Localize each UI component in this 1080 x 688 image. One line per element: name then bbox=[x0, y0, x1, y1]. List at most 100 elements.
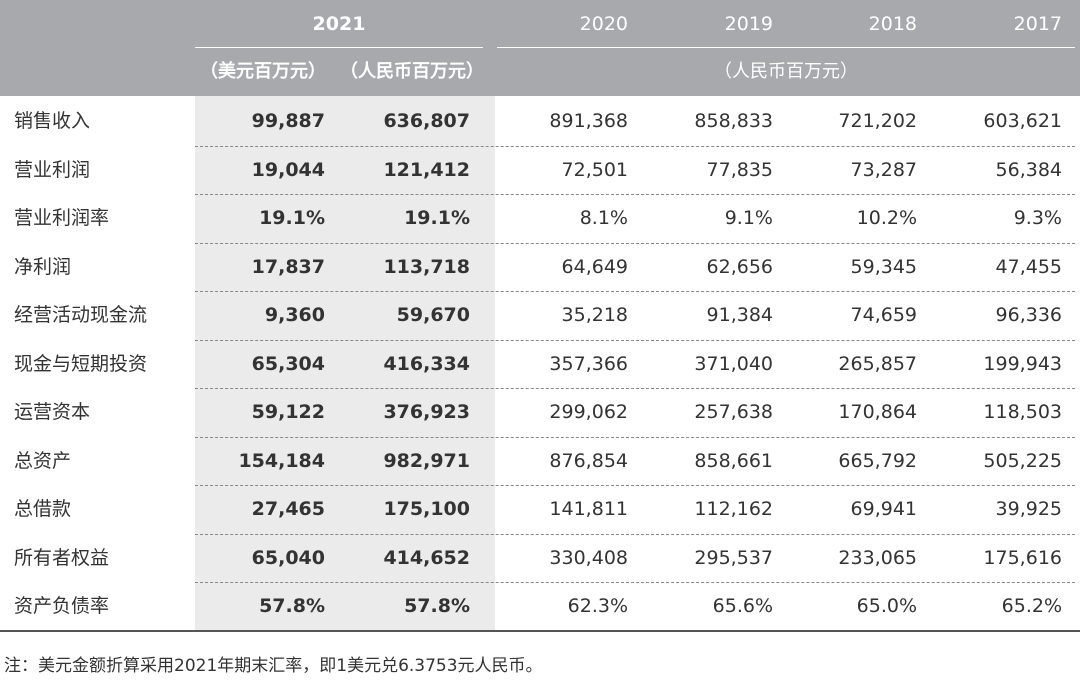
year-header: 2017 bbox=[1013, 13, 1062, 35]
cell: 65,040 bbox=[251, 546, 325, 569]
cell: 113,718 bbox=[383, 255, 470, 278]
row-label: 运营资本 bbox=[14, 401, 91, 424]
highlight-column bbox=[195, 96, 495, 631]
year-header: 2018 bbox=[868, 13, 917, 35]
cell: 77,835 bbox=[706, 158, 773, 181]
row-label: 总资产 bbox=[14, 449, 72, 472]
cell: 891,368 bbox=[549, 110, 628, 133]
cell: 170,864 bbox=[838, 401, 917, 424]
cell: 9.1% bbox=[724, 207, 773, 230]
cell: 112,162 bbox=[694, 498, 773, 521]
cell: 121,412 bbox=[383, 158, 470, 181]
row-divider bbox=[195, 242, 1075, 244]
cell: 19.1% bbox=[404, 207, 470, 230]
cell: 62.3% bbox=[567, 595, 628, 618]
cell: 65.0% bbox=[856, 595, 917, 618]
unit-header: （人民币百万元） bbox=[340, 61, 484, 82]
cell: 257,638 bbox=[694, 401, 773, 424]
row-divider bbox=[195, 533, 1075, 535]
cell: 19.1% bbox=[259, 207, 325, 230]
cell: 175,100 bbox=[383, 498, 470, 521]
cell: 376,923 bbox=[383, 401, 470, 424]
cell: 414,652 bbox=[383, 546, 470, 569]
row-divider bbox=[195, 194, 1075, 195]
row-divider bbox=[195, 485, 1075, 486]
cell: 505,225 bbox=[983, 449, 1062, 472]
cell: 357,366 bbox=[549, 352, 628, 375]
cell: 154,184 bbox=[238, 449, 325, 472]
unit-header: （美元百万元） bbox=[200, 61, 326, 82]
cell: 265,857 bbox=[838, 352, 917, 375]
cell: 27,465 bbox=[251, 498, 325, 521]
cell: 65,304 bbox=[251, 352, 325, 375]
row-divider bbox=[195, 436, 1075, 438]
cell: 57.8% bbox=[259, 595, 325, 618]
row-divider bbox=[195, 582, 1075, 583]
year-header: 2020 bbox=[579, 13, 628, 35]
cell: 10.2% bbox=[856, 207, 917, 230]
cell: 330,408 bbox=[549, 546, 628, 569]
cell: 74,659 bbox=[850, 304, 917, 327]
cell: 603,621 bbox=[983, 110, 1062, 133]
unit-header: （人民币百万元） bbox=[714, 61, 858, 82]
header-rule bbox=[497, 47, 1075, 48]
bottom-rule bbox=[0, 630, 1080, 632]
cell: 47,455 bbox=[995, 255, 1062, 278]
cell: 64,649 bbox=[561, 255, 628, 278]
row-divider bbox=[195, 339, 1075, 341]
row-label: 净利润 bbox=[14, 255, 72, 278]
cell: 858,833 bbox=[694, 110, 773, 133]
cell: 8.1% bbox=[579, 207, 628, 230]
cell: 299,062 bbox=[549, 401, 628, 424]
cell: 665,792 bbox=[838, 449, 917, 472]
cell: 73,287 bbox=[850, 158, 917, 181]
row-label: 资产负债率 bbox=[14, 595, 110, 618]
row-label: 现金与短期投资 bbox=[14, 352, 148, 375]
row-divider bbox=[195, 291, 1075, 292]
cell: 62,656 bbox=[706, 255, 773, 278]
row-divider bbox=[195, 388, 1075, 389]
cell: 141,811 bbox=[549, 498, 628, 521]
cell: 99,887 bbox=[251, 110, 325, 133]
row-label: 经营活动现金流 bbox=[14, 304, 148, 327]
cell: 858,661 bbox=[694, 449, 773, 472]
cell: 371,040 bbox=[694, 352, 773, 375]
row-label: 营业利润率 bbox=[14, 207, 110, 230]
year-header: 2021 bbox=[312, 13, 366, 35]
cell: 35,218 bbox=[561, 304, 628, 327]
row-label: 销售收入 bbox=[14, 110, 91, 133]
header-rule bbox=[195, 47, 483, 48]
cell: 69,941 bbox=[850, 498, 917, 521]
row-divider bbox=[195, 145, 1075, 147]
cell: 982,971 bbox=[383, 449, 470, 472]
row-label: 营业利润 bbox=[14, 158, 91, 181]
cell: 9,360 bbox=[264, 304, 325, 327]
cell: 59,670 bbox=[396, 304, 470, 327]
cell: 39,925 bbox=[995, 498, 1062, 521]
cell: 416,334 bbox=[383, 352, 470, 375]
row-label: 总借款 bbox=[14, 498, 72, 521]
cell: 72,501 bbox=[561, 158, 628, 181]
cell: 721,202 bbox=[838, 110, 917, 133]
cell: 56,384 bbox=[995, 158, 1062, 181]
footnote: 注：美元金额折算采用2021年期末汇率，即1美元兑6.3753元人民币。 bbox=[4, 656, 543, 676]
cell: 199,943 bbox=[983, 352, 1062, 375]
year-header: 2019 bbox=[724, 13, 773, 35]
cell: 96,336 bbox=[995, 304, 1062, 327]
cell: 17,837 bbox=[251, 255, 325, 278]
cell: 59,122 bbox=[251, 401, 325, 424]
cell: 233,065 bbox=[838, 546, 917, 569]
cell: 876,854 bbox=[549, 449, 628, 472]
cell: 91,384 bbox=[706, 304, 773, 327]
cell: 295,537 bbox=[694, 546, 773, 569]
cell: 19,044 bbox=[251, 158, 325, 181]
cell: 65.6% bbox=[712, 595, 773, 618]
cell: 59,345 bbox=[850, 255, 917, 278]
cell: 57.8% bbox=[404, 595, 470, 618]
cell: 118,503 bbox=[983, 401, 1062, 424]
cell: 65.2% bbox=[1001, 595, 1062, 618]
cell: 9.3% bbox=[1013, 207, 1062, 230]
row-label: 所有者权益 bbox=[14, 546, 110, 569]
cell: 636,807 bbox=[383, 110, 470, 133]
